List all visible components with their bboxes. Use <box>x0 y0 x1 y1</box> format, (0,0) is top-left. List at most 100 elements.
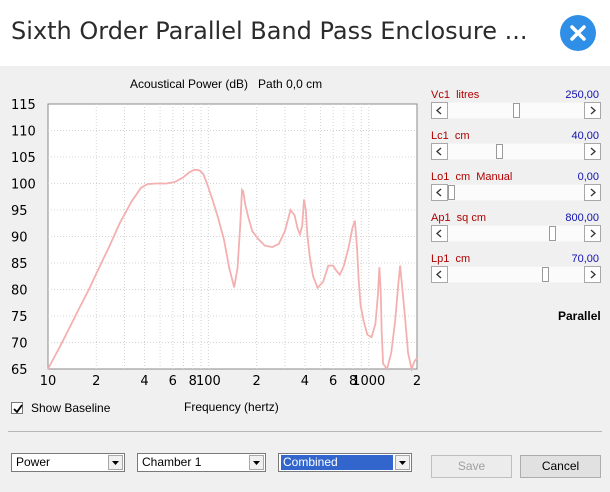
y-tick-label-10: 115 <box>11 98 36 113</box>
x-tick-label-0: 10 <box>40 374 57 389</box>
close-icon <box>570 25 586 41</box>
show-baseline-checkbox[interactable]: Show Baseline <box>11 401 110 415</box>
check-icon <box>13 404 23 414</box>
x-tick-label-7: 4 <box>301 374 309 389</box>
ap1-control: Ap1 sq cm 800,00 <box>431 212 601 252</box>
lo1-slider[interactable] <box>431 184 601 201</box>
lo1-thumb[interactable] <box>448 185 455 200</box>
vc1-thumb[interactable] <box>512 103 520 118</box>
ap1-label: Ap1 sq cm <box>431 212 487 224</box>
x-tick-label-5: 100 <box>196 374 221 389</box>
lp1-increase-button[interactable] <box>584 266 601 283</box>
x-tick-label-2: 4 <box>140 374 148 389</box>
lo1-decrease-button[interactable] <box>431 184 448 201</box>
ap1-decrease-button[interactable] <box>431 225 448 242</box>
lp1-decrease-button[interactable] <box>431 266 448 283</box>
x-axis-label: Frequency (hertz) <box>184 400 279 414</box>
y-tick-label-7: 100 <box>11 178 36 193</box>
checkbox-box[interactable] <box>11 402 23 414</box>
mode-dropdown[interactable]: Power <box>11 453 125 472</box>
ap1-slider[interactable] <box>431 225 601 242</box>
series-line <box>47 168 418 373</box>
vc1-control: Vc1 litres 250,00 <box>431 89 601 129</box>
lo1-value: 0,00 <box>577 171 599 183</box>
x-tick-label-6: 2 <box>252 374 260 389</box>
lo1-control: Lo1 cm Manual 0,00 <box>431 171 601 211</box>
vc1-decrease-button[interactable] <box>431 102 448 119</box>
vc1-slider[interactable] <box>431 102 601 119</box>
ap1-increase-button[interactable] <box>584 225 601 242</box>
window-title: Sixth Order Parallel Band Pass Enclosure… <box>11 17 528 45</box>
close-button[interactable] <box>560 15 596 51</box>
lo1-track[interactable] <box>448 185 584 200</box>
lc1-decrease-button[interactable] <box>431 143 448 160</box>
lc1-increase-button[interactable] <box>584 143 601 160</box>
vc1-value: 250,00 <box>565 89 599 101</box>
lp1-thumb[interactable] <box>542 267 550 282</box>
chevron-down-icon <box>399 461 406 465</box>
y-tick-label-1: 70 <box>11 337 28 352</box>
mode-dropdown-button[interactable] <box>108 455 123 470</box>
chevron-down-icon <box>112 461 119 465</box>
chart-title: Acoustical Power (dB) Path 0,0 cm <box>130 77 323 91</box>
output-dropdown-button[interactable] <box>395 455 410 470</box>
chamber-dropdown-value: Chamber 1 <box>142 455 202 469</box>
y-tick-label-8: 105 <box>11 151 36 166</box>
x-tick-label-3: 6 <box>169 374 177 389</box>
chevron-right-icon <box>590 270 596 279</box>
lp1-track[interactable] <box>448 267 584 282</box>
show-baseline-label: Show Baseline <box>31 401 111 415</box>
chevron-left-icon <box>436 229 442 238</box>
vc1-track[interactable] <box>448 103 584 118</box>
chevron-down-icon <box>253 461 260 465</box>
chevron-right-icon <box>590 229 596 238</box>
chevron-right-icon <box>590 147 596 156</box>
chevron-left-icon <box>436 106 442 115</box>
footer-divider <box>8 431 602 432</box>
chevron-left-icon <box>436 147 442 156</box>
y-tick-label-5: 90 <box>11 231 28 246</box>
title-bar: Sixth Order Parallel Band Pass Enclosure… <box>0 0 610 66</box>
lp1-slider[interactable] <box>431 266 601 283</box>
y-tick-label-2: 75 <box>11 310 28 325</box>
lp1-value: 70,00 <box>571 253 599 265</box>
x-tick-label-10: 1000 <box>352 374 385 389</box>
ap1-track[interactable] <box>448 226 584 241</box>
save-button[interactable]: Save <box>431 455 512 478</box>
lc1-thumb[interactable] <box>495 144 503 159</box>
chamber-dropdown[interactable]: Chamber 1 <box>137 453 266 472</box>
lp1-control: Lp1 cm 70,00 <box>431 253 601 293</box>
y-tick-label-4: 85 <box>11 257 28 272</box>
chevron-left-icon <box>436 188 442 197</box>
chevron-left-icon <box>436 270 442 279</box>
ap1-value: 800,00 <box>565 212 599 224</box>
y-tick-label-3: 80 <box>11 284 28 299</box>
parallel-label: Parallel <box>558 309 601 323</box>
x-tick-label-9: 8 <box>349 374 357 389</box>
chevron-right-icon <box>590 106 596 115</box>
lc1-slider[interactable] <box>431 143 601 160</box>
x-tick-label-4: 8 <box>189 374 197 389</box>
output-dropdown[interactable]: Combined <box>278 453 412 472</box>
vc1-increase-button[interactable] <box>584 102 601 119</box>
y-tick-label-9: 110 <box>11 125 36 140</box>
chevron-right-icon <box>590 188 596 197</box>
chamber-dropdown-button[interactable] <box>249 455 264 470</box>
lc1-control: Lc1 cm 40,00 <box>431 130 601 170</box>
y-axis: 65 70 75 80 85 90 95 100 105 110 115 <box>11 98 36 378</box>
cancel-button[interactable]: Cancel <box>520 455 601 478</box>
x-tick-label-1: 2 <box>92 374 100 389</box>
x-tick-label-11: 2 <box>413 374 421 389</box>
lc1-track[interactable] <box>448 144 584 159</box>
lp1-label: Lp1 cm <box>431 253 471 265</box>
lo1-label: Lo1 cm Manual <box>431 171 513 183</box>
lc1-value: 40,00 <box>571 130 599 142</box>
lc1-label: Lc1 cm <box>431 130 470 142</box>
mode-dropdown-value: Power <box>16 455 51 469</box>
output-dropdown-value: Combined <box>281 455 393 470</box>
x-tick-label-8: 6 <box>329 374 337 389</box>
ap1-thumb[interactable] <box>548 226 556 241</box>
lo1-increase-button[interactable] <box>584 184 601 201</box>
